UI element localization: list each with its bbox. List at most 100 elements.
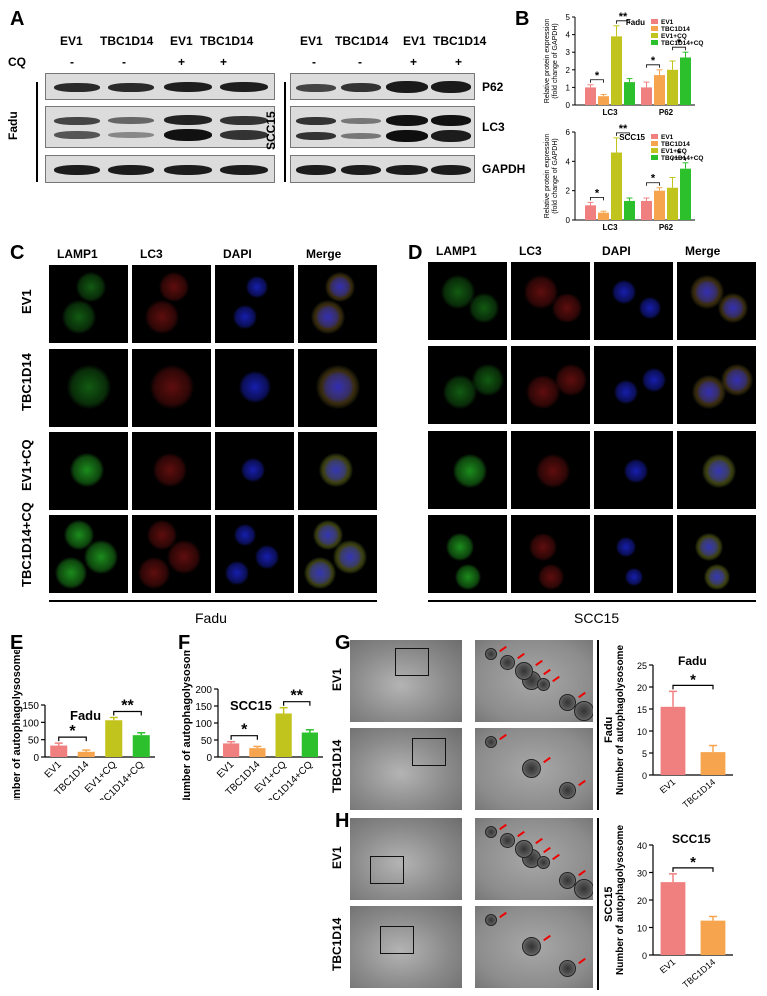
autophagolysosome <box>500 833 515 848</box>
y-tick-label: 3 <box>566 48 571 57</box>
significance-label: ** <box>291 688 304 705</box>
significance-label: ** <box>619 11 628 23</box>
cell-line-caption: SCC15 <box>574 610 620 626</box>
y-axis-label: Number of autophagolysosome <box>615 825 626 975</box>
channel-label: DAPI <box>602 244 631 258</box>
panel-label-e: E <box>10 632 24 654</box>
cell-line-label-scc15: SCC15 <box>264 111 278 150</box>
em-zoom-image <box>475 818 593 900</box>
em-overview-image <box>350 818 462 900</box>
micrograph-tile <box>677 346 756 424</box>
micrograph-tile <box>677 262 756 340</box>
x-tick-label: EV1 <box>658 957 677 976</box>
arrow-marker <box>543 846 551 854</box>
x-tick-label: P62 <box>659 223 674 232</box>
micrograph-tile <box>49 349 128 427</box>
y-tick-label: 4 <box>566 31 571 40</box>
bar <box>667 69 678 105</box>
panel-label-g: G <box>335 632 351 654</box>
arrow-marker <box>535 659 543 667</box>
bar <box>598 212 609 220</box>
y-tick-label: 1 <box>566 83 571 92</box>
em-zoom-image <box>475 906 593 988</box>
em-row-label: TBC1D14 <box>330 739 344 793</box>
micrograph-tile <box>132 349 211 427</box>
zoom-region-box <box>370 856 404 884</box>
zoom-region-box <box>395 648 429 676</box>
legend-label: TBC1D14 <box>661 26 690 33</box>
cq-sign: + <box>178 55 186 69</box>
bar <box>667 187 678 220</box>
bar <box>624 82 635 105</box>
micrograph-tile <box>428 262 507 340</box>
chart-title: SCC15 <box>619 133 645 142</box>
bracket-line <box>284 82 286 182</box>
autophagolysosome <box>537 678 550 691</box>
autophagolysosome <box>559 872 576 889</box>
cell-line-caption: Fadu <box>195 610 227 626</box>
bar <box>680 57 691 105</box>
legend-label: TBC1D14+CQ <box>661 40 703 47</box>
y-tick-label: 5 <box>566 13 571 22</box>
autophagolysosome <box>515 662 533 680</box>
arrow-marker <box>543 668 551 676</box>
y-axis-label: Number of autophagolysosome <box>181 650 193 800</box>
legend-label: TBC1D14+CQ <box>661 155 703 162</box>
chart-b-scc15: 0 2 4 6 Relative protein expression(fold cha… <box>544 123 703 232</box>
autophagolysosome <box>522 937 541 956</box>
blot-scc15-gapdh <box>290 155 475 183</box>
micrograph-tile <box>428 346 507 424</box>
bar <box>641 87 652 105</box>
y-tick-label: 100 <box>22 718 39 729</box>
chart-g-fadu: 0 5 10 15 20 25 Number of autophagolysosome EV1… <box>615 645 733 810</box>
bar <box>77 751 95 757</box>
panel-label-c: C <box>10 242 25 264</box>
blot-fadu-p62 <box>45 73 275 100</box>
significance-bracket <box>616 20 630 24</box>
y-tick-label: 0 <box>206 753 212 764</box>
significance-label: * <box>595 70 600 82</box>
micrograph-tile <box>594 515 673 593</box>
y-tick-label: 5 <box>642 749 647 759</box>
protein-label-lc3: LC3 <box>482 120 505 134</box>
autophagolysosome <box>485 648 497 660</box>
chart-b-fadu: 0 1 2 3 4 5 Relative protein expression(fold c… <box>544 11 703 117</box>
protein-label-gapdh: GAPDH <box>482 162 526 176</box>
autophagolysosome <box>485 826 497 838</box>
lane-label: TBC1D14 <box>335 34 389 48</box>
micrograph-tile <box>594 431 673 509</box>
arrow-marker <box>578 869 586 877</box>
blot-fadu-lc3 <box>45 106 275 148</box>
y-axis-label: Number of autophagolysosome <box>11 650 23 800</box>
significance-label: * <box>651 173 656 185</box>
autophagolysosome <box>500 655 515 670</box>
significance-label: * <box>595 187 600 199</box>
lane-label: EV1 <box>170 34 193 48</box>
y-tick-label: 15 <box>637 705 647 715</box>
y-tick-label: 2 <box>566 66 571 75</box>
y-tick-label: 200 <box>195 685 212 696</box>
y-tick-label: 30 <box>637 869 647 879</box>
arrow-marker <box>578 779 586 787</box>
cq-label: CQ <box>8 55 26 69</box>
significance-label: * <box>690 671 696 688</box>
micrograph-tile <box>428 515 507 593</box>
arrow-marker <box>543 934 551 942</box>
y-tick-label: 150 <box>195 702 212 713</box>
arrow-marker <box>499 733 507 741</box>
arrow-marker <box>499 645 507 653</box>
significance-label: * <box>69 723 76 740</box>
significance-bracket <box>113 710 142 716</box>
y-tick-label: 100 <box>195 719 212 730</box>
micrograph-tile <box>298 432 377 510</box>
legend-swatch <box>651 148 658 153</box>
significance-bracket <box>672 867 714 872</box>
chart-title: Fadu <box>626 18 645 27</box>
arrow-marker <box>499 823 507 831</box>
y-axis-label-line: (fold change of GAPDH) <box>552 23 559 98</box>
bar <box>50 745 68 757</box>
x-tick-label: EV1 <box>43 759 64 780</box>
y-tick-label: 20 <box>637 683 647 693</box>
arrow-marker <box>517 652 525 660</box>
